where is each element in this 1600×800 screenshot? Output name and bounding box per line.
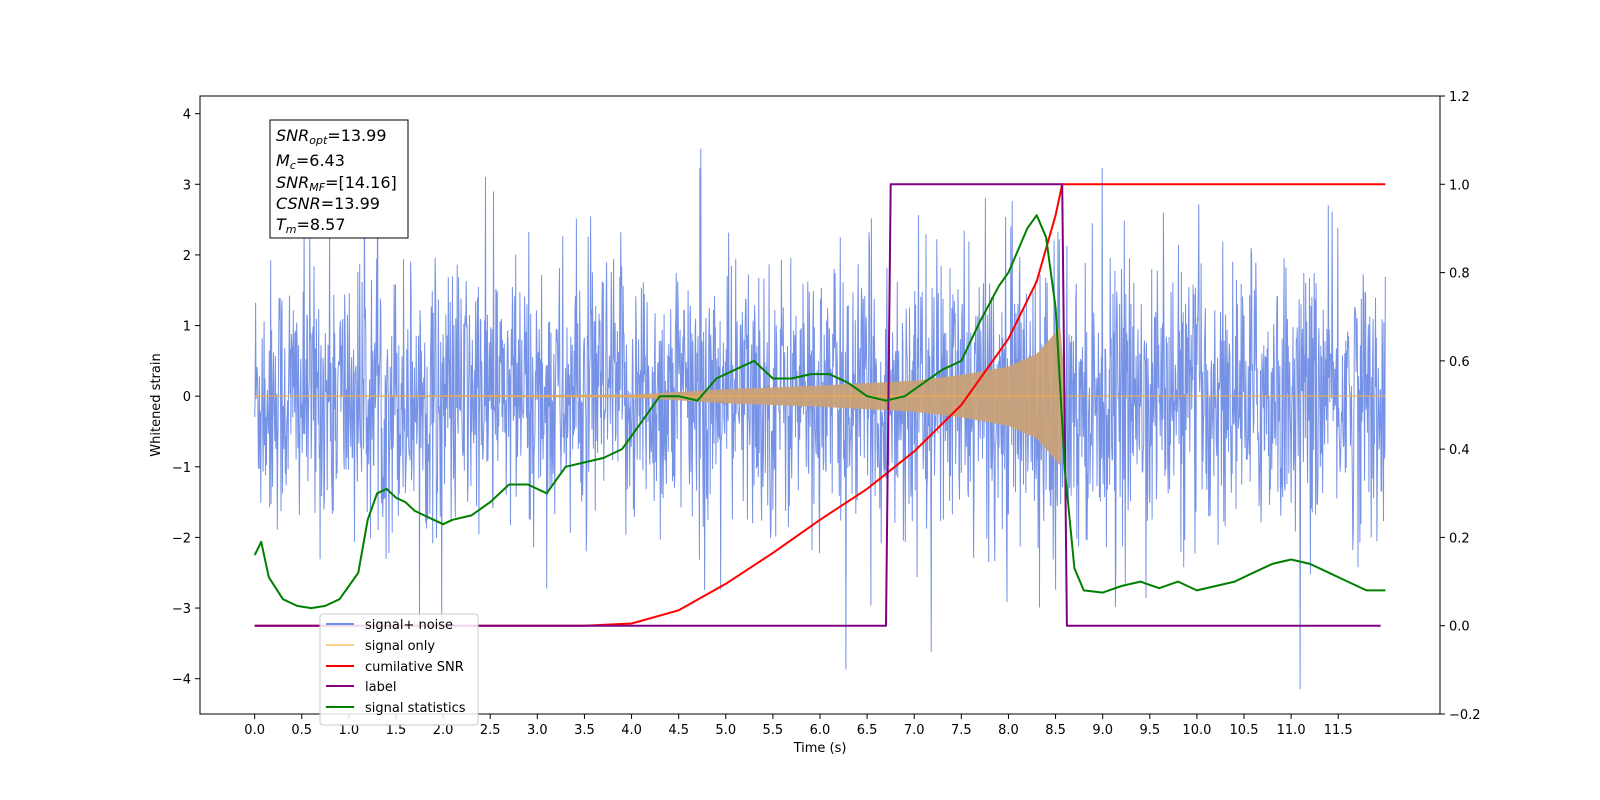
x-tick-label: 3.5 [574, 723, 595, 738]
legend: signal+ noise signal only cumilative SNR… [319, 613, 479, 726]
x-tick-label: 8.0 [998, 723, 1019, 738]
y-tick-label: −2 [172, 531, 191, 546]
x-tick-label: 9.0 [1092, 723, 1113, 738]
y-tick-label: −4 [172, 673, 191, 688]
y2-tick-label: 1.0 [1449, 178, 1470, 193]
legend-item: signal+ noise [326, 618, 453, 633]
legend-item: cumilative SNR [326, 660, 464, 675]
y2-tick-label: 0.2 [1449, 531, 1470, 546]
annotation-box: SNRopt=13.99 Mc=6.43 SNRMF=[14.16] CSNR=… [269, 119, 409, 239]
x-tick-label: 0.5 [291, 723, 312, 738]
snr-opt-value: =13.99 [327, 126, 386, 145]
y2-tick-label: 0.6 [1449, 355, 1470, 370]
x-tick-label: 5.5 [763, 723, 784, 738]
y-axis-ticks: 4 3 2 1 0 −1 −2 −3 −4 [172, 108, 200, 688]
x-tick-label: 2.0 [433, 723, 454, 738]
x-tick-label: 4.0 [621, 723, 642, 738]
y2-tick-label: 0.4 [1449, 443, 1470, 458]
tm-value: =8.57 [297, 215, 346, 234]
mc-value: =6.43 [296, 151, 345, 170]
y-tick-label: 3 [183, 178, 191, 193]
x-tick-label: 10.5 [1230, 723, 1259, 738]
x-tick-label: 3.0 [527, 723, 548, 738]
y-tick-label: 0 [183, 390, 191, 405]
snr-opt-sub: opt [309, 134, 328, 147]
x-tick-label: 2.5 [480, 723, 501, 738]
x-tick-label: 9.5 [1139, 723, 1160, 738]
snr-mf-symbol: SNR [276, 173, 309, 192]
x-tick-label: 8.5 [1045, 723, 1066, 738]
x-tick-label: 7.0 [904, 723, 925, 738]
y-tick-label: 1 [183, 320, 191, 335]
legend-item: signal statistics [326, 701, 466, 716]
snr-mf-value: =[14.16] [325, 173, 397, 192]
x-tick-label: 6.5 [857, 723, 878, 738]
legend-item: signal only [326, 639, 435, 654]
series-label [254, 183, 1381, 627]
csnr-value: =13.99 [321, 194, 380, 213]
series-signal-statistics [253, 214, 1386, 610]
y2-axis-ticks: 1.2 1.0 0.8 0.6 0.4 0.2 0.0 −0.2 [1440, 90, 1481, 723]
csnr-symbol: CSNR [276, 194, 321, 213]
x-tick-label: 0.0 [244, 723, 265, 738]
x-tick-label: 10.0 [1182, 723, 1211, 738]
legend-label-signal-statistics: signal statistics [365, 701, 466, 716]
x-tick-label: 5.0 [715, 723, 736, 738]
legend-label-signal-noise: signal+ noise [365, 618, 453, 633]
y-axis-label: Whitened strain [149, 353, 164, 456]
tm-symbol: T [276, 215, 287, 234]
y2-tick-label: −0.2 [1449, 708, 1481, 723]
svg-text:Tm=8.57: Tm=8.57 [276, 215, 346, 236]
mc-sub: c [290, 159, 296, 172]
legend-label-signal-only: signal only [365, 639, 435, 654]
y-tick-label: −1 [172, 461, 191, 476]
svg-text:CSNR=13.99: CSNR=13.99 [276, 194, 380, 213]
tm-sub: m [286, 223, 297, 236]
x-tick-label: 7.5 [951, 723, 972, 738]
x-tick-label: 6.0 [810, 723, 831, 738]
y-tick-label: 4 [183, 108, 191, 123]
svg-text:SNRopt=13.99: SNRopt=13.99 [276, 126, 387, 147]
svg-text:Mc=6.43: Mc=6.43 [276, 151, 345, 172]
x-tick-label: 1.0 [339, 723, 360, 738]
x-axis-label: Time (s) [793, 741, 847, 756]
y2-tick-label: 1.2 [1449, 90, 1470, 105]
x-tick-label: 11.0 [1277, 723, 1306, 738]
legend-item: label [326, 680, 396, 695]
mc-symbol: M [276, 151, 290, 170]
y-tick-label: 2 [183, 249, 191, 264]
legend-label-label: label [365, 680, 396, 695]
y2-tick-label: 0.8 [1449, 267, 1470, 282]
series-signal-noise [254, 140, 1386, 690]
x-tick-label: 1.5 [386, 723, 407, 738]
x-tick-label: 4.5 [668, 723, 689, 738]
x-tick-label: 11.5 [1324, 723, 1353, 738]
x-axis-ticks: 0.0 0.5 1.0 1.5 2.0 2.5 3.0 3.5 4.0 4.5 5.0 5.5 6.0 6… [244, 714, 1353, 738]
snr-mf-sub: MF [309, 181, 325, 194]
snr-opt-symbol: SNR [276, 126, 309, 145]
legend-label-cumulative-snr: cumilative SNR [365, 660, 464, 675]
svg-text:SNRMF=[14.16]: SNRMF=[14.16] [276, 173, 397, 194]
series-cumulative-snr [254, 183, 1386, 627]
y2-tick-label: 0.0 [1449, 620, 1470, 635]
y-tick-label: −3 [172, 602, 191, 617]
